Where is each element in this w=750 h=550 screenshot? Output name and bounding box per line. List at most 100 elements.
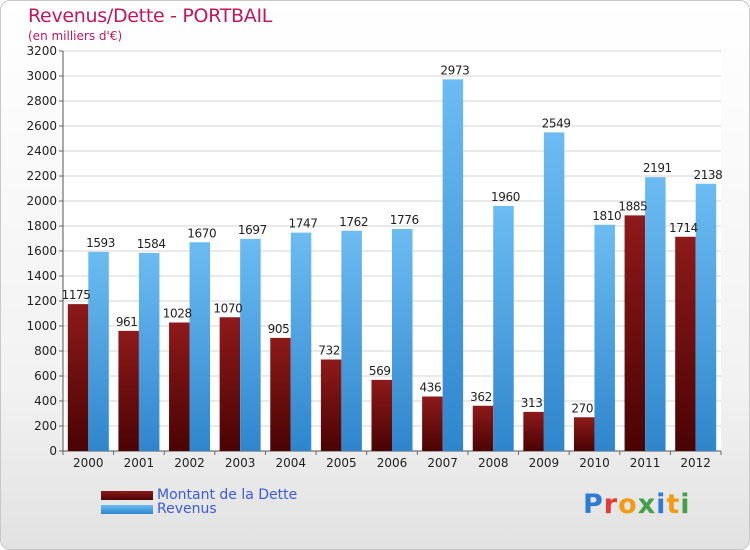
data-label: 2191 bbox=[643, 161, 672, 175]
bar-revenue bbox=[695, 183, 717, 451]
bar-debt bbox=[422, 396, 443, 451]
x-tick-label: 2003 bbox=[225, 456, 256, 470]
bar-revenue bbox=[594, 224, 615, 451]
data-label: 313 bbox=[521, 396, 543, 410]
y-tick-label: 200 bbox=[34, 419, 57, 433]
y-tick-label: 3000 bbox=[26, 69, 57, 83]
data-label: 1584 bbox=[137, 237, 166, 251]
x-tick-label: 2008 bbox=[478, 456, 509, 470]
y-tick-label: 1400 bbox=[26, 269, 57, 283]
bar-revenue bbox=[543, 132, 565, 451]
chart-subtitle: (en milliers d'€) bbox=[28, 29, 123, 43]
data-label: 1697 bbox=[238, 223, 267, 237]
bar-revenue bbox=[88, 251, 109, 451]
data-label: 1593 bbox=[86, 236, 115, 250]
y-tick-label: 1000 bbox=[26, 319, 57, 333]
data-label: 270 bbox=[571, 401, 593, 415]
data-label: 1747 bbox=[289, 217, 318, 231]
bar-revenue bbox=[645, 177, 666, 451]
proxiti-logo: Proxiti bbox=[583, 489, 691, 520]
data-label: 905 bbox=[268, 322, 290, 336]
data-label: 1776 bbox=[390, 213, 419, 227]
bar-debt bbox=[472, 405, 494, 451]
bar-revenue bbox=[290, 232, 312, 451]
logo-letter: i bbox=[680, 489, 691, 520]
data-label-layer: 1175 1593 961 1584 1028 1670 1070 1697 905 1747 73… bbox=[62, 63, 723, 415]
bar-revenue bbox=[341, 230, 362, 451]
data-label: 362 bbox=[470, 390, 492, 404]
bar-debt bbox=[624, 215, 646, 451]
logo-letter: i bbox=[656, 489, 667, 520]
chart-title: Revenus/Dette - PORTBAIL bbox=[28, 5, 273, 27]
bar-layer bbox=[67, 79, 717, 451]
data-label: 1885 bbox=[618, 199, 647, 213]
bar-revenue bbox=[442, 79, 464, 451]
y-tick-label: 2200 bbox=[26, 169, 57, 183]
data-label: 2138 bbox=[693, 168, 722, 182]
data-label: 961 bbox=[116, 315, 138, 329]
data-label: 1960 bbox=[491, 190, 520, 204]
bar-debt bbox=[320, 359, 342, 451]
bar-revenue bbox=[189, 242, 211, 451]
x-tick-label: 2006 bbox=[377, 456, 408, 470]
bar-debt bbox=[169, 322, 190, 451]
data-label: 1810 bbox=[592, 209, 621, 223]
legend-item-debt: Montant de la Dette bbox=[101, 487, 298, 503]
logo-letter: P bbox=[583, 489, 604, 520]
x-tick-label: 2010 bbox=[579, 456, 610, 470]
bar-debt bbox=[219, 317, 241, 451]
bar-debt bbox=[371, 379, 392, 451]
axis-layer: 0 200 400 600 800 1000 1200 1400 1600 1800 2000 220… bbox=[26, 44, 722, 470]
data-label: 2973 bbox=[440, 63, 469, 77]
bar-revenue bbox=[138, 253, 160, 451]
bar-revenue bbox=[392, 229, 413, 451]
x-tick-label: 2004 bbox=[275, 456, 306, 470]
x-tick-label: 2002 bbox=[174, 456, 205, 470]
logo-letter: r bbox=[603, 489, 619, 520]
y-tick-label: 800 bbox=[34, 344, 57, 358]
y-tick-label: 1800 bbox=[26, 219, 57, 233]
y-tick-label: 1200 bbox=[26, 294, 57, 308]
data-label: 1175 bbox=[62, 288, 91, 302]
x-tick-label: 2000 bbox=[73, 456, 104, 470]
bar-revenue bbox=[240, 238, 261, 451]
legend-swatch-revenue bbox=[101, 504, 153, 514]
bar-debt bbox=[67, 304, 89, 451]
bar-revenue bbox=[493, 206, 514, 451]
legend-item-revenue: Revenus bbox=[101, 501, 217, 517]
y-tick-label: 2800 bbox=[26, 94, 57, 108]
legend-label-debt: Montant de la Dette bbox=[157, 487, 298, 503]
bar-debt bbox=[573, 417, 595, 451]
data-label: 569 bbox=[369, 364, 391, 378]
legend-label-revenue: Revenus bbox=[157, 501, 217, 517]
data-label: 436 bbox=[420, 381, 442, 395]
x-tick-label: 2001 bbox=[124, 456, 155, 470]
x-tick-label: 2007 bbox=[427, 456, 458, 470]
data-label: 732 bbox=[318, 344, 340, 358]
data-label: 1670 bbox=[187, 226, 216, 240]
bar-debt bbox=[523, 411, 544, 451]
y-tick-label: 600 bbox=[34, 369, 57, 383]
logo-letter: x bbox=[637, 489, 657, 520]
y-tick-label: 2000 bbox=[26, 194, 57, 208]
x-tick-label: 2009 bbox=[529, 456, 560, 470]
data-label: 1762 bbox=[339, 215, 368, 229]
y-tick-label: 2400 bbox=[26, 144, 57, 158]
y-tick-label: 1600 bbox=[26, 244, 57, 258]
y-tick-label: 2600 bbox=[26, 119, 57, 133]
x-tick-label: 2012 bbox=[680, 456, 711, 470]
y-tick-label: 3200 bbox=[26, 44, 57, 58]
legend-swatch-debt bbox=[101, 490, 153, 500]
x-tick-label: 2011 bbox=[630, 456, 661, 470]
data-label: 1028 bbox=[163, 307, 192, 321]
data-label: 2549 bbox=[542, 116, 571, 130]
bar-debt bbox=[270, 337, 291, 451]
logo-letter: o bbox=[618, 489, 638, 520]
x-tick-label: 2005 bbox=[326, 456, 357, 470]
y-tick-label: 0 bbox=[49, 444, 57, 458]
data-label: 1714 bbox=[669, 221, 698, 235]
data-label: 1070 bbox=[213, 301, 242, 315]
logo-letter: t bbox=[666, 489, 681, 520]
